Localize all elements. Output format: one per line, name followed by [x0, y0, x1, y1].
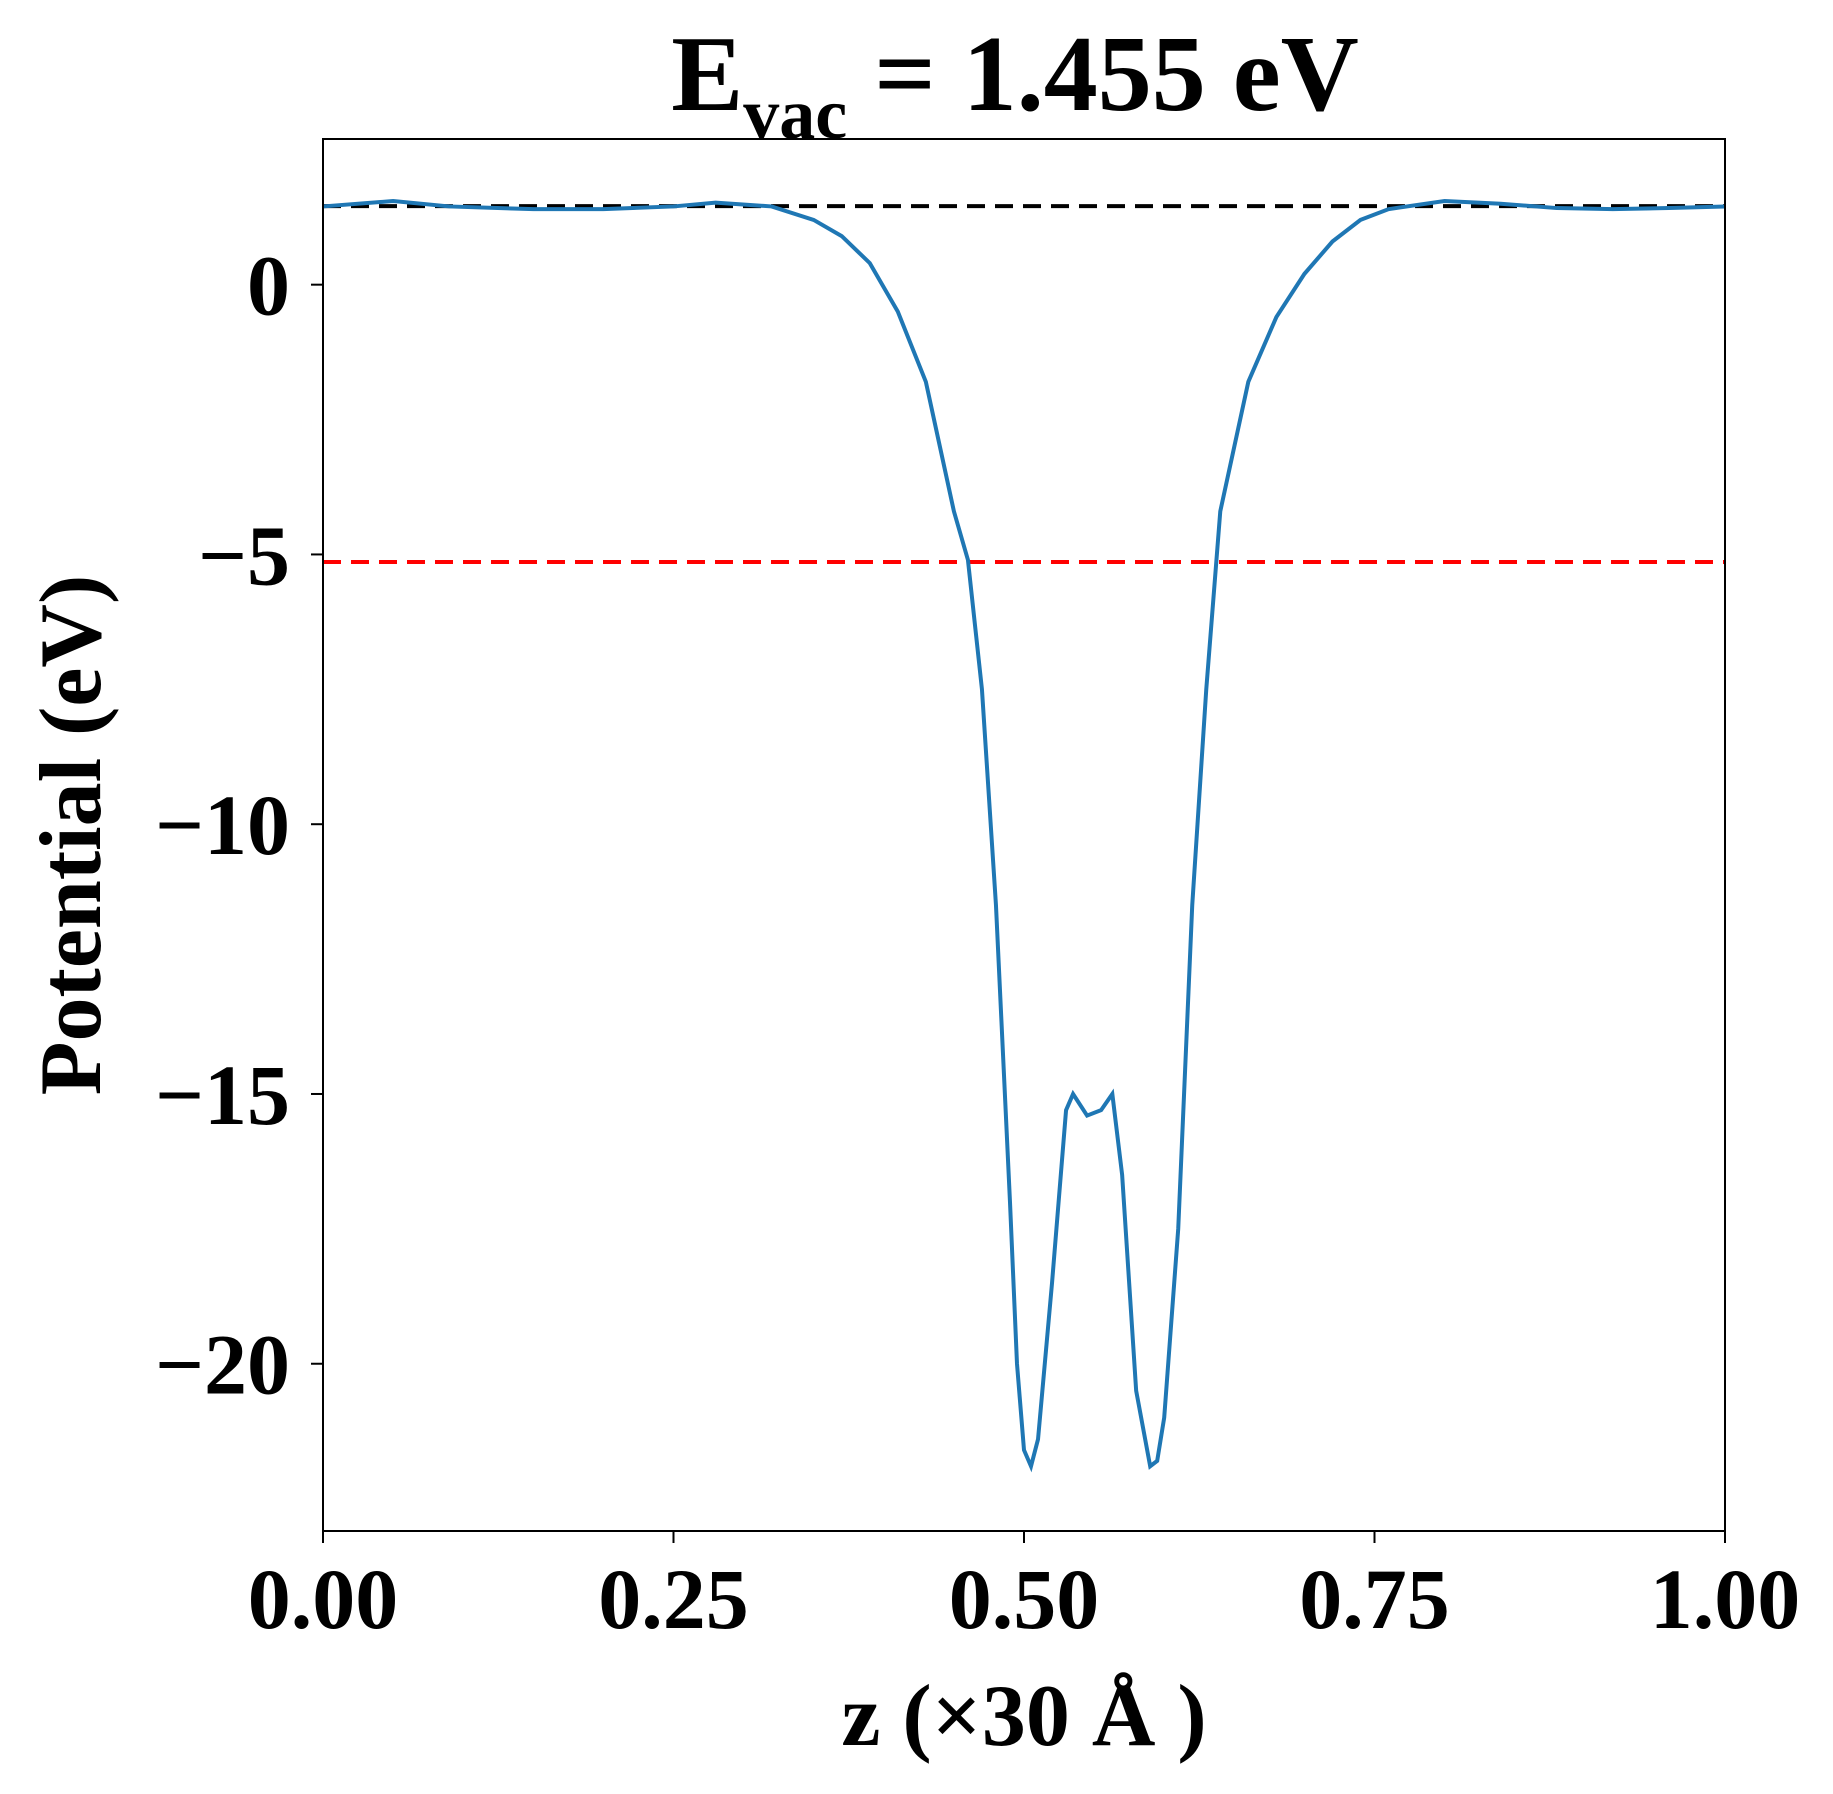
- y-tick-label: 0: [247, 238, 290, 334]
- x-tick-label: 0.00: [248, 1551, 399, 1647]
- x-tick-label: 0.75: [1299, 1551, 1450, 1647]
- y-axis-label: Potential (eV): [23, 575, 120, 1095]
- title-subscript: vac: [743, 74, 847, 154]
- title-main: E: [671, 15, 743, 134]
- title-rest: = 1.455 eV: [847, 15, 1358, 134]
- x-tick-label: 0.50: [949, 1551, 1100, 1647]
- y-tick-label: −10: [155, 777, 290, 873]
- y-tick-label: −20: [155, 1317, 290, 1413]
- x-tick-label: 1.00: [1650, 1551, 1801, 1647]
- x-tick-label: 0.25: [598, 1551, 749, 1647]
- chart-title: Evac = 1.455 eV: [671, 15, 1359, 154]
- y-tick-label: −5: [198, 507, 290, 603]
- y-tick-label: −15: [155, 1047, 290, 1143]
- potential-line: [322, 199, 1726, 1473]
- x-axis-label: z (×30 Å ): [841, 1668, 1206, 1765]
- plot-frame: [322, 138, 1726, 1532]
